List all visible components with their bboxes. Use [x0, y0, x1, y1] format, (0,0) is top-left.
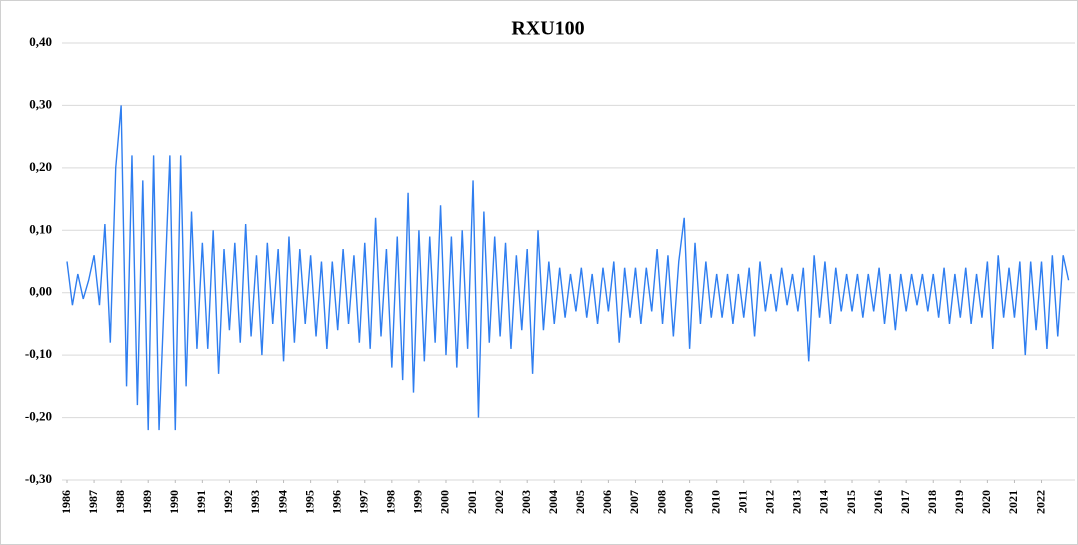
x-tick-label: 2006 [600, 490, 614, 514]
x-tick-label: 2014 [817, 490, 831, 514]
x-tick-label: 1990 [167, 490, 181, 514]
y-tick-label: -0,20 [25, 409, 52, 424]
x-tick-label: 1995 [302, 490, 316, 514]
x-tick-label: 1993 [248, 490, 262, 514]
y-tick-label: 0,00 [29, 284, 52, 299]
x-tick-label: 2017 [898, 490, 912, 514]
x-tick-label: 2002 [492, 490, 506, 514]
x-tick-label: 2009 [681, 490, 695, 514]
x-tick-label: 2022 [1033, 490, 1047, 514]
y-tick-label: 0,30 [29, 96, 52, 111]
x-tick-label: 1986 [59, 490, 73, 514]
y-tick-label: 0,40 [29, 34, 52, 49]
x-tick-label: 2019 [952, 490, 966, 514]
x-tick-label: 2013 [790, 490, 804, 514]
x-tick-label: 1999 [411, 490, 425, 514]
x-tick-label: 2021 [1006, 490, 1020, 514]
x-tick-label: 1992 [221, 490, 235, 514]
x-tick-label: 2000 [438, 490, 452, 514]
x-tick-label: 2005 [573, 490, 587, 514]
x-tick-label: 2018 [925, 490, 939, 514]
y-tick-label: 0,10 [29, 221, 52, 236]
x-tick-label: 2015 [844, 490, 858, 514]
grid [62, 42, 1075, 481]
x-tick-label: 1994 [275, 490, 289, 514]
y-tick-label: 0,20 [29, 159, 52, 174]
x-tick-label: 1997 [357, 490, 371, 514]
x-tick-label: 2020 [979, 490, 993, 514]
y-tick-label: -0,30 [25, 471, 52, 486]
x-tick-label: 2008 [654, 490, 668, 514]
series-line [66, 105, 1070, 431]
axes: -0,30 -0,20 -0,10 0,00 0,10 0,20 0,30 0,40 1986 1… [25, 34, 1047, 514]
x-tick-label: 1988 [113, 490, 127, 514]
x-tick-label: 2011 [735, 490, 749, 513]
y-tick-label: -0,10 [25, 346, 52, 361]
plot [66, 105, 1070, 431]
x-tick-label: 1998 [384, 490, 398, 514]
x-tick-label: 1989 [140, 490, 154, 514]
x-tick-label: 2012 [763, 490, 777, 514]
x-tick-label: 2003 [519, 490, 533, 514]
x-tick-label: 2007 [627, 490, 641, 514]
x-tick-label: 1991 [194, 490, 208, 514]
x-tick-label: 1987 [86, 490, 100, 514]
x-tick-label: 2010 [708, 490, 722, 514]
chart-title: RXU100 [511, 18, 584, 40]
x-tick-label: 2004 [546, 490, 560, 514]
x-tick-label: 1996 [329, 490, 343, 514]
x-tick-label: 2001 [465, 490, 479, 514]
x-tick-label: 2016 [871, 490, 885, 514]
